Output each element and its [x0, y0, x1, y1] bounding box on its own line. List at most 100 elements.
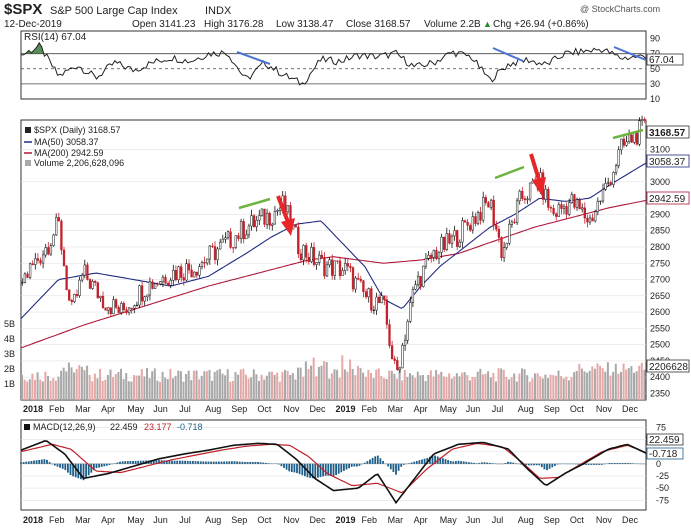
candle-body	[234, 235, 237, 248]
candle-body	[336, 260, 339, 262]
volume-bar	[252, 369, 255, 400]
x-label-jun: Jun	[466, 515, 481, 525]
macd-hist-bar	[215, 461, 218, 464]
candle-body	[594, 211, 597, 222]
volume-bar	[304, 361, 307, 400]
volume-bar	[260, 374, 263, 400]
candle-body	[229, 231, 232, 248]
candle-body	[44, 247, 47, 256]
volume-bar	[190, 380, 193, 400]
volume-bar	[346, 371, 349, 400]
macd-hist-bar	[603, 463, 606, 465]
x-label-apr: Apr	[101, 404, 115, 414]
candle-body	[500, 237, 503, 258]
volume-bar	[570, 377, 573, 400]
volume-bar	[310, 365, 313, 400]
candle-body	[409, 302, 412, 322]
candle-body	[273, 211, 277, 225]
macd-hist-bar	[67, 463, 69, 473]
macd-hist-bar	[613, 463, 616, 464]
volume-bar	[182, 381, 185, 400]
volume-bar	[580, 368, 583, 400]
macd-hist-bar	[254, 462, 257, 464]
candle-body	[640, 119, 644, 122]
volume-bar	[143, 376, 146, 400]
volume-tick-3B: 3B	[4, 349, 15, 359]
volume-bar	[541, 378, 544, 400]
x-label-oct: Oct	[570, 404, 585, 414]
volume-bar	[187, 370, 190, 400]
candle-body	[354, 277, 357, 290]
volume-bar	[231, 380, 234, 400]
candle-body	[581, 207, 584, 210]
volume-bar	[557, 370, 560, 400]
x-label-feb: Feb	[49, 404, 65, 414]
candle-body	[562, 206, 566, 209]
volume-bar	[468, 380, 471, 400]
x-label-mar: Mar	[388, 515, 404, 525]
candle-body	[60, 220, 63, 251]
volume-bar	[521, 368, 523, 400]
volume-value-box	[646, 359, 690, 373]
macd-hist-bar	[442, 458, 444, 464]
volume-bar	[364, 376, 367, 400]
price-panel	[20, 119, 647, 401]
candle-body	[213, 246, 217, 261]
volume-bar	[502, 369, 505, 400]
volume-bar	[65, 371, 68, 400]
candle-body	[518, 190, 521, 202]
candle-body	[601, 189, 605, 202]
candle-body	[515, 200, 519, 223]
macd-hist-bar	[608, 463, 611, 464]
price-tick-2800: 2800	[650, 242, 670, 252]
macd-hist-bar	[184, 460, 186, 464]
candle-body	[70, 300, 73, 302]
macd-hist-bar	[108, 463, 111, 465]
macd-hist-bar	[48, 462, 51, 464]
x-label-aug: Aug	[518, 404, 534, 414]
volume-bar	[57, 376, 60, 400]
macd-hist-bar	[210, 461, 212, 464]
volume-label: Volume 2.2B	[424, 19, 481, 30]
candle-body	[41, 254, 45, 264]
volume-bar	[245, 374, 247, 400]
index-name: S&P 500 Large Cap Index	[50, 5, 178, 17]
macd-hist-bar	[616, 463, 619, 464]
macd-signal-value: 23.177	[144, 422, 172, 432]
volume-bar	[372, 378, 375, 400]
candle-body	[560, 204, 563, 209]
candle-body	[414, 284, 417, 290]
x-label-jul: Jul	[179, 404, 191, 414]
close-label: Close 3168.57	[346, 19, 411, 30]
volume-bar	[432, 376, 435, 400]
volume-bar	[125, 373, 128, 400]
volume-bar	[28, 379, 31, 400]
volume-bar	[169, 368, 172, 400]
candle-body	[469, 225, 472, 231]
x-label-2019: 2019	[336, 404, 356, 414]
macd-title: MACD(12,26,9)	[33, 422, 96, 432]
macd-hist-bar	[595, 463, 598, 465]
x-label-jul: Jul	[179, 515, 191, 525]
volume-bar	[91, 381, 94, 400]
volume-bar	[620, 371, 622, 400]
volume-bar	[638, 365, 641, 400]
macd-hist-bar	[426, 457, 429, 464]
volume-bar	[609, 375, 612, 400]
volume-bar	[375, 369, 378, 400]
volume-bar	[159, 382, 161, 400]
macd-hist-bar	[171, 460, 173, 464]
x-label-dec: Dec	[622, 404, 639, 414]
volume-bar	[276, 372, 279, 400]
volume-bar	[349, 359, 352, 400]
candle-body	[247, 225, 251, 236]
macd-hist-bar	[233, 461, 236, 464]
macd-hist-bar	[478, 462, 481, 464]
macd-hist-bar	[348, 463, 350, 469]
legend-ma200: MA(200) 2942.59	[34, 148, 104, 158]
volume-bar	[229, 381, 232, 400]
macd-hist-bar	[304, 463, 306, 477]
volume-bar	[565, 376, 568, 400]
macd-hist-bar	[514, 463, 517, 464]
volume-bar	[242, 368, 245, 400]
